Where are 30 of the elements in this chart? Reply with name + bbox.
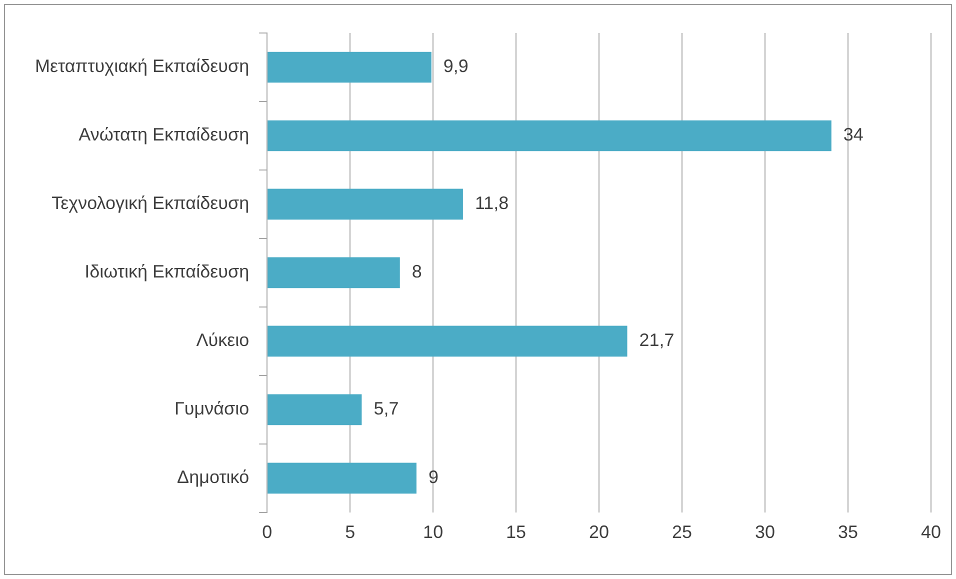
bar	[268, 326, 628, 357]
x-tick-label: 20	[589, 522, 610, 542]
x-tick-label: 25	[672, 522, 692, 542]
x-tick-label: 40	[920, 522, 942, 542]
y-tick-label: Δημοτικό	[177, 467, 250, 488]
data-label: 9,9	[443, 56, 468, 76]
y-tick-label: Τεχνολογική Εκπαίδευση	[52, 193, 250, 214]
y-tick-label: Λύκειο	[196, 330, 250, 350]
bar	[268, 257, 400, 288]
x-tick-label: 15	[506, 522, 526, 542]
data-label: 9	[428, 467, 438, 488]
x-tick-label: 35	[838, 522, 858, 542]
data-label: 21,7	[639, 330, 674, 350]
bar	[268, 394, 362, 426]
data-label: 8	[412, 262, 422, 282]
y-tick-label: Μεταπτυχιακή Εκπαίδευση	[34, 56, 250, 76]
data-label: 34	[843, 124, 864, 145]
bar	[268, 52, 432, 83]
data-label: 5,7	[374, 398, 399, 419]
x-tick-label: 10	[423, 522, 444, 542]
x-tick-label: 0	[262, 522, 272, 542]
bar	[268, 120, 832, 152]
bar	[268, 462, 416, 494]
y-tick-label: Ιδιωτική Εκπαίδευση	[84, 262, 250, 282]
y-tick-label: Ανώτατη Εκπαίδευση	[78, 124, 250, 145]
bar	[268, 188, 463, 220]
x-tick-label: 30	[755, 522, 776, 542]
y-tick-label: Γυμνάσιο	[174, 398, 250, 419]
x-tick-label: 5	[345, 522, 356, 542]
data-label: 11,8	[474, 193, 509, 214]
